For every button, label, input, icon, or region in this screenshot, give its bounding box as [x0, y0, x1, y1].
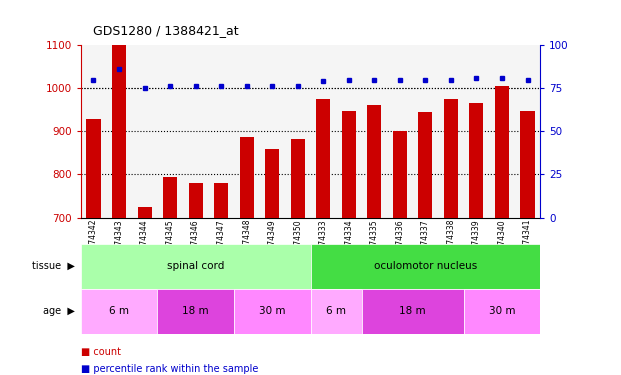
Bar — [81, 244, 310, 289]
Text: ■ percentile rank within the sample: ■ percentile rank within the sample — [81, 364, 258, 374]
Bar — [81, 289, 157, 334]
Bar — [310, 289, 361, 334]
Bar — [444, 99, 458, 218]
Text: 30 m: 30 m — [489, 306, 515, 316]
Bar — [137, 207, 152, 218]
Bar — [367, 105, 381, 218]
Text: 18 m: 18 m — [183, 306, 209, 316]
Text: tissue  ▶: tissue ▶ — [32, 261, 75, 271]
Text: 30 m: 30 m — [259, 306, 286, 316]
Bar — [342, 111, 356, 218]
Bar — [240, 137, 254, 218]
Bar — [316, 99, 330, 218]
Bar — [464, 289, 540, 334]
Bar — [361, 289, 464, 334]
Bar — [163, 177, 177, 218]
Bar — [265, 149, 279, 217]
Bar — [393, 131, 407, 218]
Text: 18 m: 18 m — [399, 306, 426, 316]
Bar — [520, 111, 535, 218]
Text: spinal cord: spinal cord — [167, 261, 224, 271]
Bar — [112, 45, 126, 218]
Text: oculomotor nucleus: oculomotor nucleus — [374, 261, 477, 271]
Bar — [86, 119, 101, 218]
Bar — [310, 244, 540, 289]
Bar — [157, 289, 234, 334]
Bar — [214, 183, 228, 218]
Bar — [234, 289, 310, 334]
Text: 6 m: 6 m — [109, 306, 129, 316]
Bar — [291, 139, 305, 218]
Bar — [189, 183, 202, 218]
Text: age  ▶: age ▶ — [43, 306, 75, 316]
Bar — [469, 103, 484, 218]
Bar — [419, 112, 432, 218]
Text: 6 m: 6 m — [326, 306, 346, 316]
Text: ■ count: ■ count — [81, 348, 120, 357]
Bar — [495, 86, 509, 218]
Text: GDS1280 / 1388421_at: GDS1280 / 1388421_at — [93, 24, 239, 38]
